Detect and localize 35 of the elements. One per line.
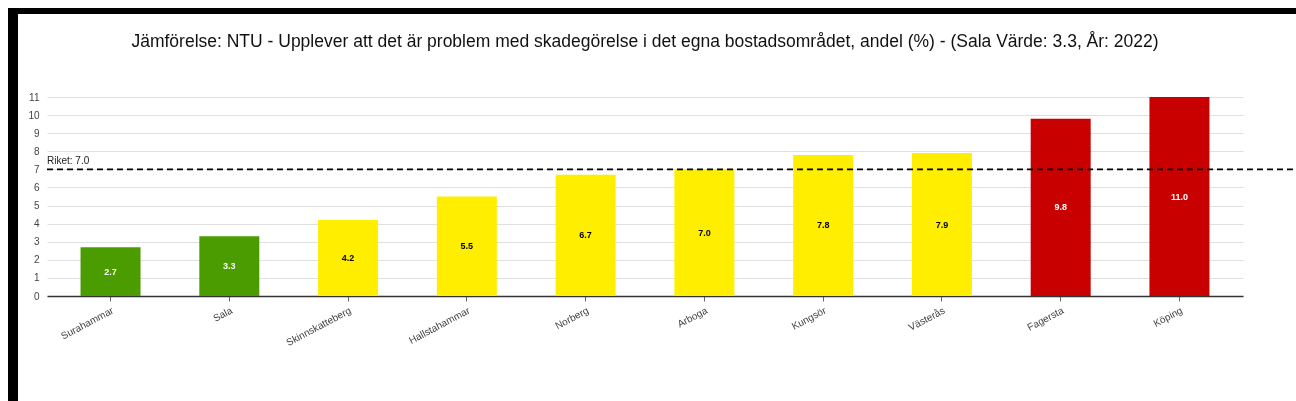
y-tick-label: 10 xyxy=(28,109,40,121)
data-label: 7.9 xyxy=(935,219,949,230)
bar xyxy=(436,196,497,296)
bar xyxy=(80,247,141,296)
data-label: 11.0 xyxy=(1170,191,1188,202)
y-tick-label: 4 xyxy=(33,218,40,230)
data-label: 5.5 xyxy=(460,241,474,252)
bar xyxy=(1149,97,1210,296)
y-tick-label: 9 xyxy=(33,127,40,139)
y-tick-label: 5 xyxy=(33,200,40,212)
y-tick-label: 2 xyxy=(33,254,40,266)
y-tick-label: 6 xyxy=(33,181,40,193)
data-label: 2.7 xyxy=(104,266,117,277)
bar xyxy=(793,154,854,296)
bar xyxy=(911,153,972,296)
y-tick-label: 7 xyxy=(33,163,40,175)
data-label: 9.8 xyxy=(1054,202,1067,213)
bar xyxy=(674,169,735,296)
y-tick-label: 0 xyxy=(33,290,40,302)
data-label: 7.0 xyxy=(698,227,711,238)
bar xyxy=(1030,118,1091,296)
y-tick-label: 1 xyxy=(33,272,40,284)
bar xyxy=(199,236,260,296)
chart-title: Jämförelse: NTU - Upplever att det är problem med skadegörelse i det egna bostadsområdet, andel (%) - (Sala Värde: 3.3, År: 2022) xyxy=(131,30,1159,51)
y-tick-label: 8 xyxy=(33,145,40,157)
ref-line-label: Riket: 7.0 xyxy=(47,155,90,167)
data-label: 3.3 xyxy=(223,261,236,272)
y-tick-label: 11 xyxy=(29,91,40,103)
bar xyxy=(318,220,379,296)
data-label: 4.2 xyxy=(341,253,355,264)
data-label: 7.8 xyxy=(816,220,830,231)
bar xyxy=(555,174,616,296)
x-tick-label: Sala xyxy=(211,304,235,324)
data-label: 6.7 xyxy=(579,230,592,241)
y-tick-label: 3 xyxy=(33,236,40,248)
